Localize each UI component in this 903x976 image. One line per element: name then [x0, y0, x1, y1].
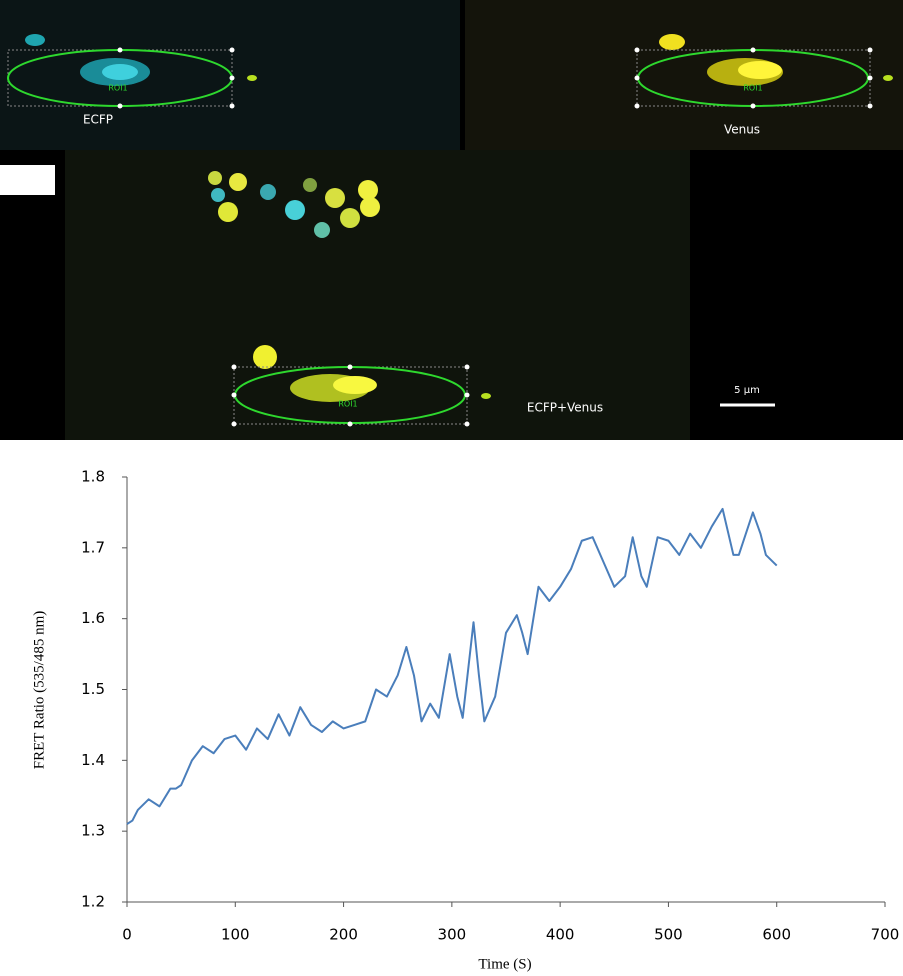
roi-label: ROI1 — [338, 400, 357, 409]
line-series — [126, 507, 778, 825]
chart: Time (S) FRET Ratio (535/485 nm) 1.2 1.3 1… — [31, 468, 899, 973]
roi-label: ROI1 — [108, 84, 127, 93]
x-tick-label: 400 — [546, 926, 575, 944]
x-tick-label: 700 — [871, 926, 900, 944]
y-tick-label: 1.3 — [81, 822, 105, 840]
x-tick-label: 500 — [654, 926, 683, 944]
cell — [102, 64, 138, 80]
x-tick-label: 200 — [329, 926, 358, 944]
cell — [25, 34, 45, 46]
x-tick-label: 0 — [122, 926, 132, 944]
roi-label: ROI1 — [743, 84, 762, 93]
cell — [659, 34, 685, 50]
white-box — [0, 165, 55, 195]
y-tick-label: 1.5 — [81, 680, 105, 698]
y-tick-label: 1.8 — [81, 468, 105, 486]
panel-label: Venus — [724, 123, 760, 137]
y-tick-label: 1.7 — [81, 538, 105, 556]
scale-bar-label: 5 µm — [734, 385, 760, 396]
panel-label: ECFP+Venus — [527, 401, 603, 415]
x-tick-label: 100 — [221, 926, 250, 944]
roi-markers — [247, 75, 893, 399]
y-tick-label: 1.4 — [81, 751, 105, 769]
merge-panel — [65, 150, 690, 440]
ecfp-panel — [0, 0, 460, 150]
x-tick-label: 300 — [438, 926, 467, 944]
panel-label: ECFP — [83, 113, 113, 127]
cell — [738, 61, 782, 79]
roi-handles — [117, 47, 873, 427]
venus-panel — [465, 0, 903, 150]
cell-cluster — [208, 171, 380, 402]
x-tick-label: 600 — [762, 926, 791, 944]
y-tick-label: 1.6 — [81, 609, 105, 627]
y-axis-title: FRET Ratio (535/485 nm) — [31, 611, 47, 769]
x-axis-title: Time (S) — [478, 956, 531, 972]
y-tick-label: 1.2 — [81, 893, 105, 911]
